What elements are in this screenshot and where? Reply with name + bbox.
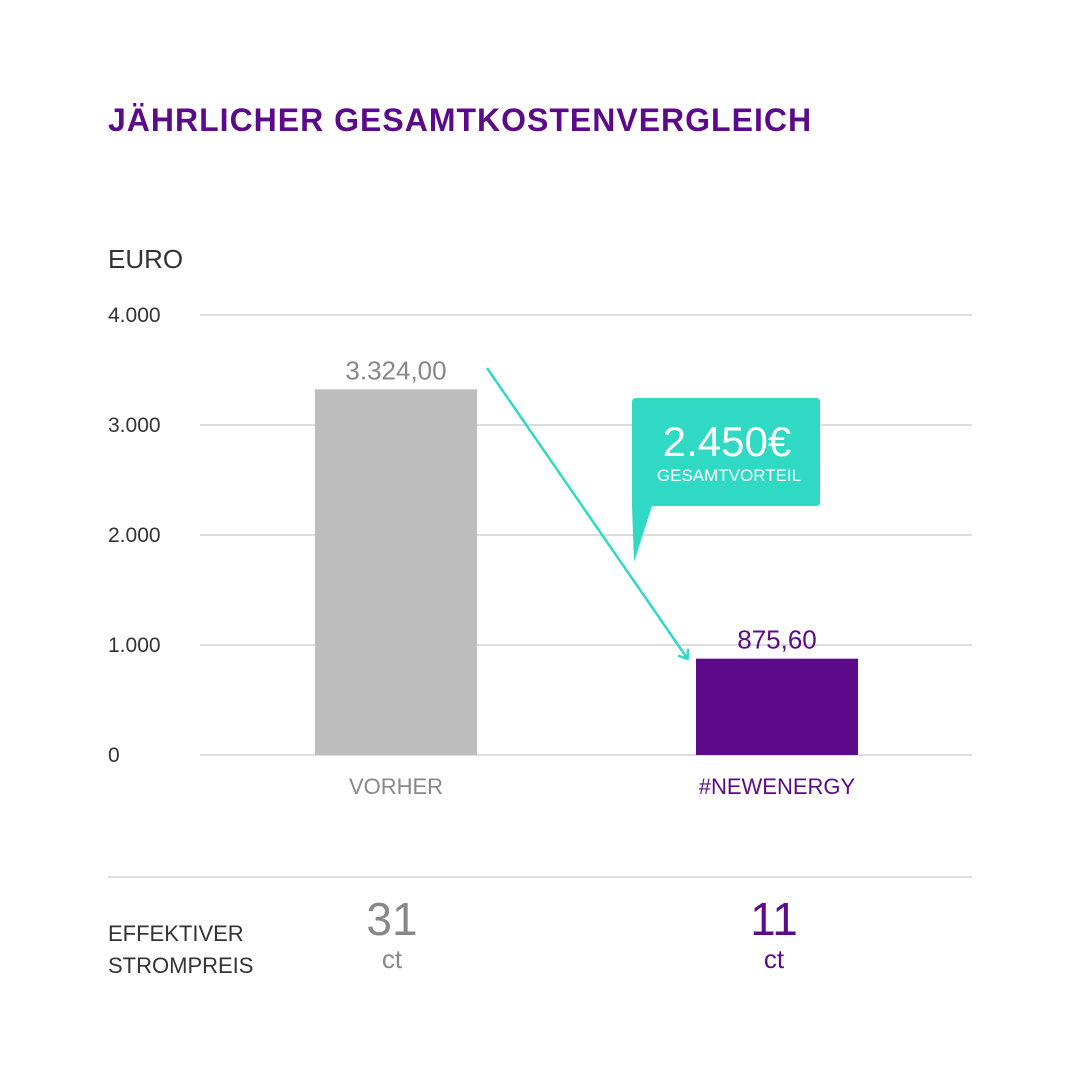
chart-title: JÄHRLICHER GESAMTKOSTENVERGLEICH xyxy=(108,102,813,138)
y-tick-label: 4.000 xyxy=(108,304,161,327)
savings-arrow xyxy=(485,367,690,661)
callout-value: 2.450€ xyxy=(663,418,791,465)
price-before-value: 31 xyxy=(366,893,418,945)
callout-bubble xyxy=(632,398,820,562)
effective-price-label-line2: STROMPREIS xyxy=(108,953,254,978)
price-after: 11 ct xyxy=(714,896,834,972)
bar-value-label: 875,60 xyxy=(737,625,817,655)
effective-price-label: EFFEKTIVER STROMPREIS xyxy=(108,918,308,982)
bar-newenergy xyxy=(696,658,858,755)
price-before-unit: ct xyxy=(381,944,403,974)
price-before: 31 ct xyxy=(332,896,452,972)
y-tick-label: 3.000 xyxy=(108,414,161,437)
bar-value-label: 3.324,00 xyxy=(345,355,446,385)
bar-vorher xyxy=(315,389,477,755)
y-tick-label: 2.000 xyxy=(108,524,161,547)
effective-price-label-line1: EFFEKTIVER xyxy=(108,921,244,946)
x-category-label: #NEWENERGY xyxy=(699,774,856,799)
x-category-label: VORHER xyxy=(349,774,443,799)
price-after-value: 11 xyxy=(750,893,798,945)
y-tick-label: 0 xyxy=(108,744,120,767)
y-tick-label: 1.000 xyxy=(108,634,161,657)
bar-chart: 0 1.000 2.000 3.000 4.000 3.324,00 VORHER 875,6… xyxy=(108,304,972,799)
footer-divider xyxy=(108,876,972,878)
savings-callout: 2.450€ GESAMTVORTEIL xyxy=(632,398,820,562)
y-axis-label: EURO xyxy=(108,244,184,274)
price-after-unit: ct xyxy=(763,944,785,974)
callout-label: GESAMTVORTEIL xyxy=(657,466,801,485)
